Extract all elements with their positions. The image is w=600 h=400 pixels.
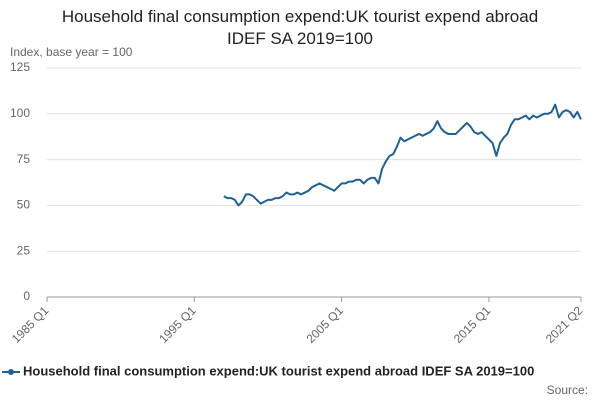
x-tick-label: 2021 Q2 (543, 303, 586, 346)
x-tick-label: 2015 Q1 (451, 303, 494, 346)
y-tick-label: 75 (17, 152, 31, 166)
y-axis-label: Index, base year = 100 (10, 45, 133, 59)
x-tick-label: 2005 Q1 (304, 303, 347, 346)
x-tick-label: 1985 Q1 (9, 303, 52, 346)
y-tick-label: 25 (17, 243, 31, 257)
chart-title: Household final consumption expend:UK to… (61, 7, 539, 48)
x-tick-label: 1995 Q1 (156, 303, 199, 346)
y-tick-label: 0 (23, 289, 30, 303)
y-tick-label: 125 (10, 60, 30, 74)
legend-label: Household final consumption expend:UK to… (23, 363, 534, 378)
y-tick-label: 100 (10, 106, 30, 120)
source: Source: (547, 383, 588, 397)
data-line (223, 103, 582, 207)
y-tick-label: 50 (17, 198, 31, 212)
legend-marker (8, 369, 14, 375)
